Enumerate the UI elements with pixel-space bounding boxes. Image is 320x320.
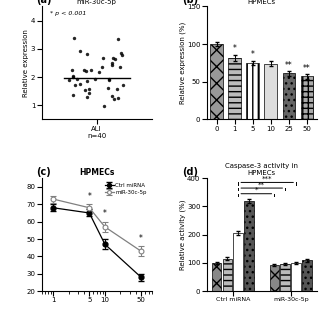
Y-axis label: Relative activity (%): Relative activity (%) bbox=[179, 199, 186, 270]
Text: (a): (a) bbox=[36, 0, 52, 5]
Point bbox=[96, 69, 101, 74]
Point bbox=[101, 55, 106, 60]
Point bbox=[117, 64, 123, 69]
Text: (c): (c) bbox=[36, 167, 51, 177]
Point bbox=[84, 52, 90, 57]
Bar bbox=[210, 44, 223, 119]
Point bbox=[92, 76, 98, 81]
Bar bbox=[244, 201, 254, 291]
Point bbox=[77, 82, 83, 87]
Bar bbox=[246, 63, 259, 119]
Legend: Ctrl miRNA, miR-30c-5p: Ctrl miRNA, miR-30c-5p bbox=[103, 181, 149, 197]
Point bbox=[67, 78, 72, 83]
Point bbox=[111, 97, 116, 102]
Title: Expressions of miR-30c-5p in
HPMECs: Expressions of miR-30c-5p in HPMECs bbox=[211, 0, 312, 4]
Bar bbox=[223, 259, 232, 291]
Text: *: * bbox=[251, 50, 255, 59]
Bar bbox=[283, 74, 295, 119]
Point bbox=[121, 82, 126, 87]
Text: *: * bbox=[103, 209, 107, 218]
Point bbox=[102, 104, 107, 109]
Point bbox=[100, 64, 105, 69]
Bar bbox=[280, 264, 290, 291]
Bar bbox=[264, 64, 277, 119]
Title: Primary microvascular
endothelial cells
miR-30c-5p: Primary microvascular endothelial cells … bbox=[58, 0, 136, 4]
Point bbox=[84, 94, 90, 99]
Text: *: * bbox=[139, 234, 143, 243]
Y-axis label: Relative expression (%): Relative expression (%) bbox=[179, 22, 186, 104]
Point bbox=[109, 93, 114, 99]
Bar bbox=[300, 76, 313, 119]
Point bbox=[84, 68, 89, 73]
Point bbox=[71, 75, 76, 80]
Bar bbox=[302, 260, 312, 291]
Bar bbox=[228, 58, 241, 119]
Text: * p < 0.001: * p < 0.001 bbox=[51, 12, 87, 16]
Text: **: ** bbox=[258, 181, 265, 188]
Point bbox=[109, 62, 114, 68]
Point bbox=[77, 48, 83, 53]
Point bbox=[73, 83, 78, 88]
Text: **: ** bbox=[303, 64, 311, 73]
Text: ***: *** bbox=[262, 176, 272, 182]
Bar bbox=[269, 265, 279, 291]
Point bbox=[85, 79, 90, 84]
Point bbox=[116, 37, 121, 42]
Point bbox=[116, 96, 121, 101]
Text: *: * bbox=[255, 187, 258, 193]
Point bbox=[71, 36, 76, 41]
Point bbox=[111, 55, 116, 60]
Text: (b): (b) bbox=[182, 0, 199, 5]
Point bbox=[112, 57, 117, 62]
Bar bbox=[291, 263, 301, 291]
Point bbox=[82, 87, 87, 92]
Point bbox=[86, 86, 92, 92]
Bar bbox=[234, 233, 243, 291]
Bar bbox=[212, 263, 221, 291]
Point bbox=[69, 68, 74, 73]
Point bbox=[71, 74, 76, 79]
Title: HPMECs: HPMECs bbox=[79, 168, 114, 177]
Point bbox=[106, 86, 111, 91]
Text: *: * bbox=[87, 192, 91, 201]
Point bbox=[107, 77, 112, 83]
Point bbox=[118, 50, 124, 55]
Point bbox=[88, 68, 93, 73]
Text: *: * bbox=[233, 44, 236, 53]
Point bbox=[107, 76, 112, 81]
Text: (d): (d) bbox=[182, 167, 198, 177]
Point bbox=[114, 86, 119, 92]
Text: **: ** bbox=[285, 61, 293, 70]
Point bbox=[74, 76, 79, 81]
Point bbox=[109, 60, 114, 65]
Point bbox=[70, 92, 75, 97]
Point bbox=[86, 90, 91, 95]
Y-axis label: Relative expression: Relative expression bbox=[23, 29, 29, 97]
Point bbox=[82, 68, 87, 73]
Title: Caspase-3 activity in
HPMECs: Caspase-3 activity in HPMECs bbox=[225, 163, 298, 176]
Point bbox=[120, 52, 125, 58]
